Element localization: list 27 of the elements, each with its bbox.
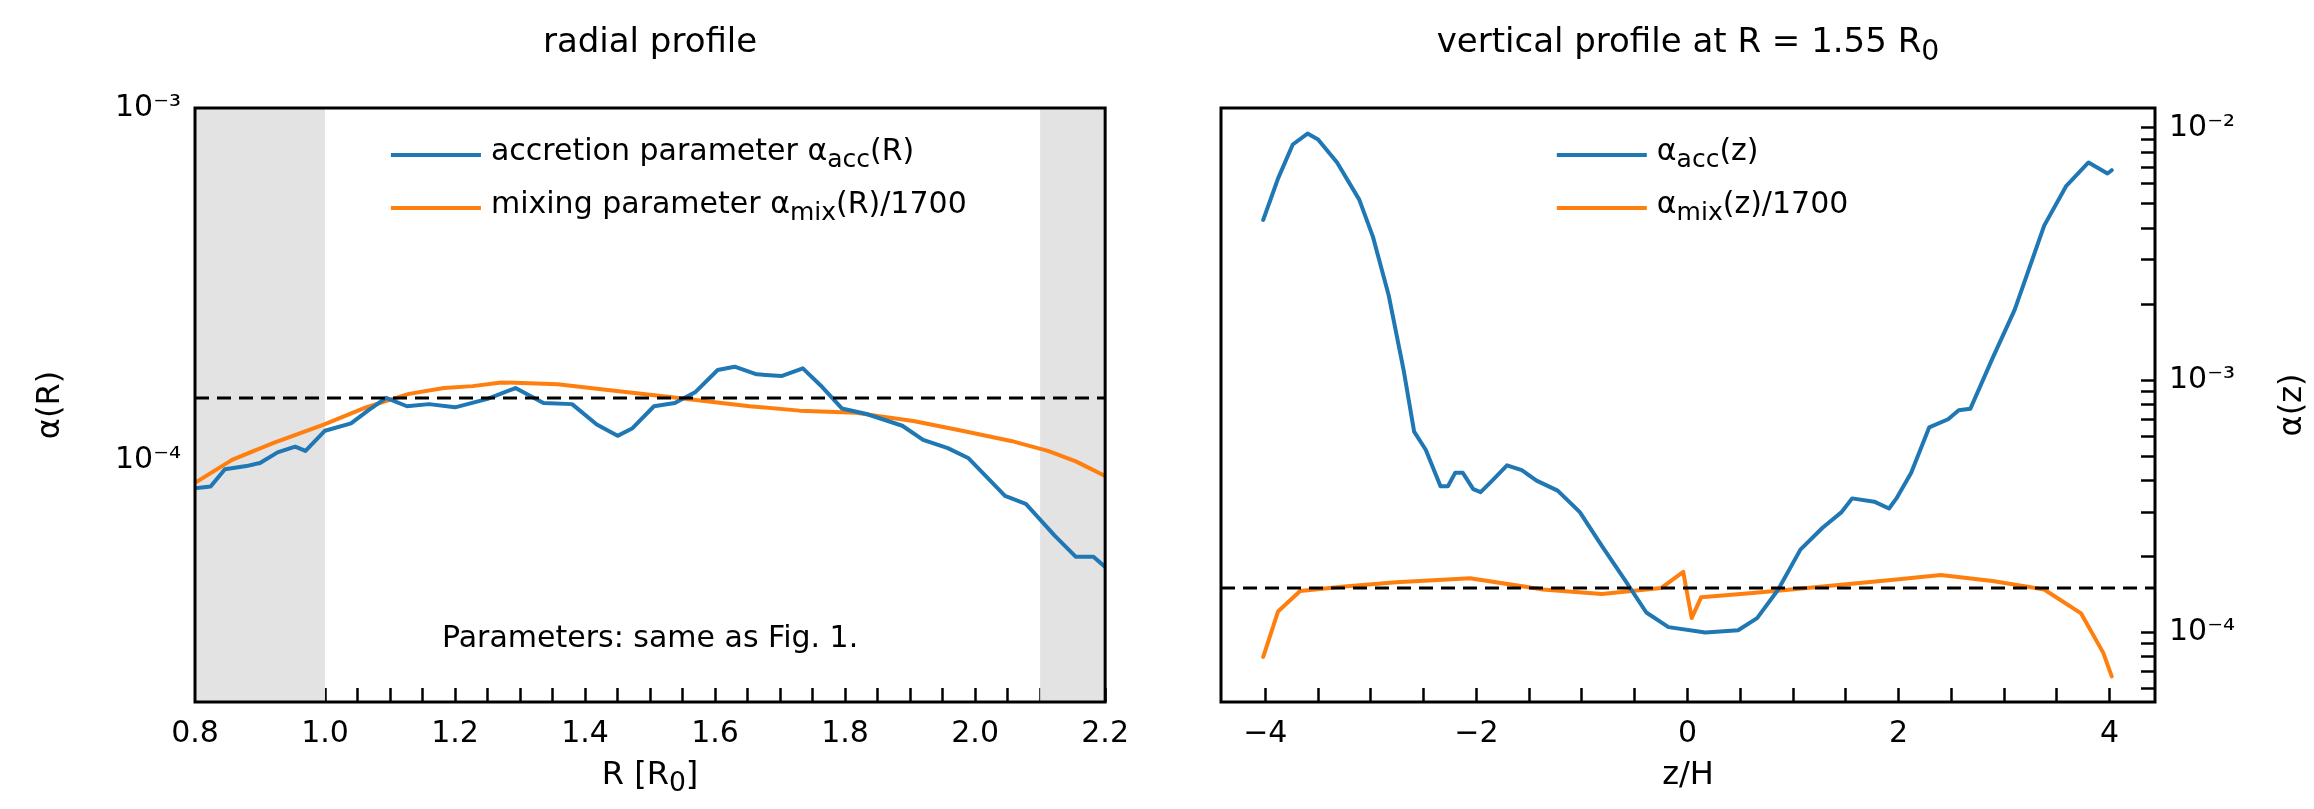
x-tick-label: 1.0 xyxy=(301,713,349,749)
x-tick-label: 2.0 xyxy=(951,713,999,749)
x-tick-label: 0.8 xyxy=(171,713,219,749)
x-tick-label: −4 xyxy=(1243,713,1288,749)
x-axis-title: R [R$_{0}$] xyxy=(601,754,699,798)
legend-label: accretion parameter α$_{acc}$(R) xyxy=(490,131,915,175)
y2-tick-label: 10⁻⁴ xyxy=(2169,612,2236,648)
x-tick-label: 0 xyxy=(1677,713,1698,749)
x-tick-label: 1.4 xyxy=(561,713,609,749)
annotation: Parameters: same as Fig. 1. xyxy=(441,619,859,654)
x-tick-label: 2 xyxy=(1889,713,1909,749)
y2-axis-title: α(z) xyxy=(2271,373,2309,437)
x-tick-label: 4 xyxy=(2100,713,2120,749)
y2-tick-label: 10⁻² xyxy=(2169,107,2236,143)
x-tick-label: 1.6 xyxy=(691,713,739,749)
x-tick-label: −2 xyxy=(1454,713,1499,749)
y2-tick-label: 10⁻³ xyxy=(2169,360,2236,396)
y-axis-title: α(R) xyxy=(29,370,67,440)
legend-label: mixing parameter α$_{mix}$(R)/1700 xyxy=(490,184,967,228)
chart-title: radial profile xyxy=(542,20,758,60)
x-tick-label: 1.8 xyxy=(821,713,869,749)
x-axis-title: z/H xyxy=(1662,754,1714,792)
legend-label: α$_{acc}$(z) xyxy=(1656,131,1759,175)
chart-title: vertical profile at R = 1.55 R$_{0}$ xyxy=(1436,20,1940,67)
legend-label: α$_{mix}$(z)/1700 xyxy=(1656,184,1849,228)
x-tick-label: 2.2 xyxy=(1081,713,1129,749)
x-tick-label: 1.2 xyxy=(431,713,479,749)
